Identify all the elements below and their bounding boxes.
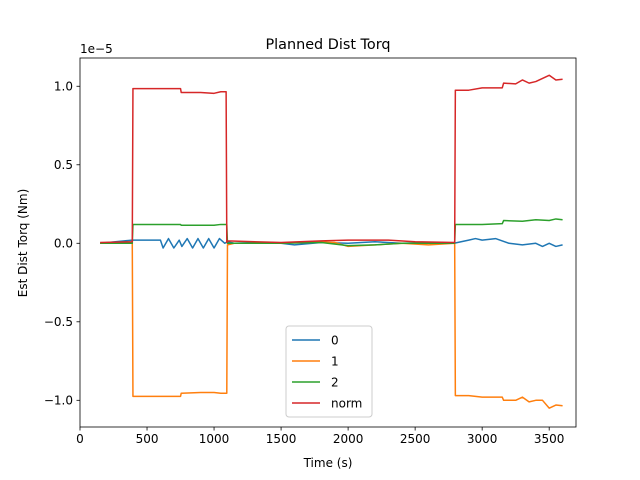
axes-layer: 0 500 1000 1500 2000 2500 3000 3500 −1.0 −0.5 0.0 0… [44,57,577,446]
x-axis-label: Time (s) [303,456,353,470]
x-tick-label: 3500 [534,432,565,446]
x-tick-label: 3000 [467,432,498,446]
legend: 0 1 2 norm [285,325,373,418]
y-tick-label: 0.5 [54,158,73,172]
x-tick-label: 2000 [333,432,364,446]
chart-title: Planned Dist Torq [265,37,390,53]
y-axis-label: Est Dist Torq (Nm) [16,189,30,298]
legend-label-norm: norm [331,396,362,410]
plot-layer [100,74,563,409]
legend-label-0: 0 [331,333,339,347]
series-line-norm [100,74,563,244]
y-tick-label: 1.0 [54,80,73,94]
x-tick-label: 2500 [400,432,431,446]
y-tick-label: −1.0 [44,394,73,408]
series-group [100,74,563,409]
axes-frame [79,57,577,428]
y-offset-text: 1e−5 [80,42,113,56]
y-tick-label: −0.5 [44,315,73,329]
x-tick-label: 1500 [266,432,297,446]
legend-label-1: 1 [331,354,339,368]
series-line-0 [100,237,563,249]
x-tick-label: 0 [76,432,84,446]
x-tick-label: 500 [136,432,159,446]
y-tick-label: 0.0 [54,237,73,251]
legend-box [285,325,373,418]
x-tick-label: 1000 [199,432,230,446]
legend-label-2: 2 [331,375,339,389]
series-line-2 [100,218,563,247]
